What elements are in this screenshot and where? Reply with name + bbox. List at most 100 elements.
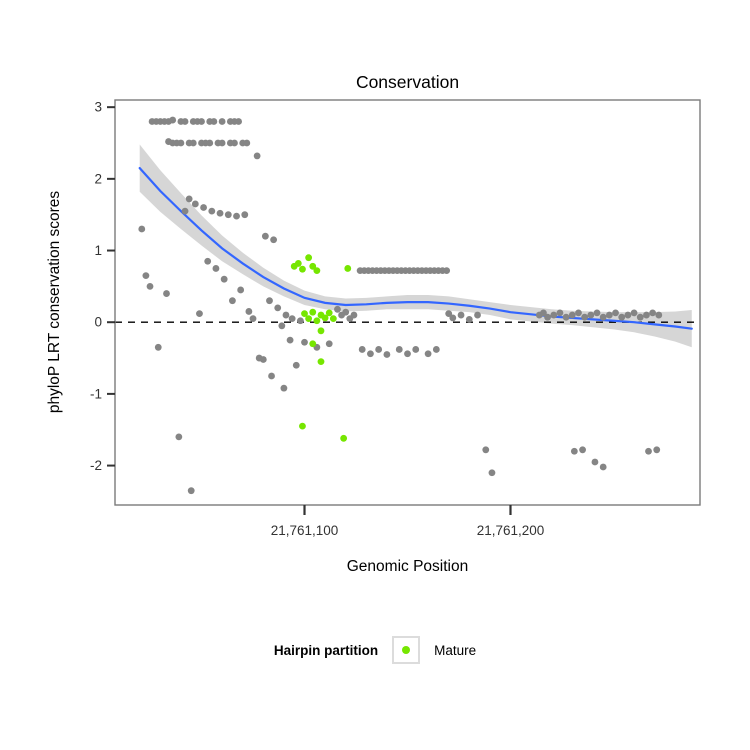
data-point-flank xyxy=(556,309,564,317)
data-point-flank xyxy=(350,311,358,319)
data-point-flank xyxy=(488,469,496,477)
data-point-flank xyxy=(593,309,601,317)
data-point-flank xyxy=(605,311,613,319)
confidence-band xyxy=(139,144,692,348)
legend-title: Hairpin partition xyxy=(273,642,379,658)
data-point-flank xyxy=(443,267,451,275)
x-tick-label: 21,761,100 xyxy=(271,523,339,538)
data-point-flank xyxy=(575,309,582,317)
data-point-flank xyxy=(465,315,473,323)
data-point-flank xyxy=(395,346,403,353)
data-point-flank xyxy=(636,313,644,321)
data-point-flank xyxy=(169,116,177,124)
data-point-flank xyxy=(288,315,296,323)
data-point-flank xyxy=(266,297,273,305)
data-point-mature xyxy=(317,327,325,335)
data-point-flank xyxy=(233,212,240,220)
data-point-flank xyxy=(457,311,465,319)
data-point-flank xyxy=(579,446,586,454)
x-tick-label: 21,761,200 xyxy=(477,523,545,538)
data-point-flank xyxy=(229,297,236,305)
legend-key xyxy=(392,636,421,664)
data-point-flank xyxy=(163,290,170,297)
data-point-mature xyxy=(301,310,308,318)
mature-point-icon xyxy=(402,646,411,654)
data-point-flank xyxy=(449,314,457,322)
data-point-flank xyxy=(259,356,267,363)
data-point-flank xyxy=(562,313,570,321)
data-point-flank xyxy=(645,447,652,455)
data-point-flank xyxy=(591,458,599,466)
legend-item-label: Mature xyxy=(434,642,477,658)
data-point-flank xyxy=(253,152,261,160)
data-point-flank xyxy=(296,317,304,325)
data-point-flank xyxy=(474,311,481,319)
data-point-flank xyxy=(587,311,595,319)
data-point-mature xyxy=(344,265,352,272)
data-point-flank xyxy=(612,309,619,317)
data-point-mature xyxy=(313,317,321,325)
data-point-flank xyxy=(618,313,626,321)
data-point-mature xyxy=(309,340,317,348)
data-point-flank xyxy=(375,346,383,353)
data-point-flank xyxy=(270,236,278,244)
data-point-mature xyxy=(325,309,333,317)
data-point-mature xyxy=(340,434,348,442)
data-point-flank xyxy=(220,275,228,283)
data-point-flank xyxy=(261,232,269,240)
data-point-flank xyxy=(154,343,162,351)
data-point-flank xyxy=(599,463,607,471)
data-point-flank xyxy=(231,139,238,147)
data-point-flank xyxy=(142,272,150,280)
data-point-flank xyxy=(655,311,663,319)
data-point-flank xyxy=(544,313,551,321)
data-point-flank xyxy=(540,309,547,317)
data-point-flank xyxy=(198,118,205,125)
y-tick-label: -1 xyxy=(90,386,102,401)
data-point-flank xyxy=(138,225,146,233)
y-tick-label: 0 xyxy=(94,315,102,330)
data-point-mature xyxy=(329,315,337,323)
data-point-flank xyxy=(282,311,290,319)
y-tick-label: 2 xyxy=(94,171,102,186)
data-point-flank xyxy=(268,372,275,380)
data-point-flank xyxy=(274,304,282,312)
data-point-flank xyxy=(181,207,189,215)
data-point-flank xyxy=(342,308,350,316)
data-point-mature xyxy=(309,262,317,270)
data-point-flank xyxy=(191,200,199,208)
data-point-flank xyxy=(599,313,607,321)
data-point-flank xyxy=(482,446,490,454)
data-point-mature xyxy=(317,358,325,366)
data-point-flank xyxy=(445,310,453,318)
data-point-flank xyxy=(235,118,242,125)
data-point-flank xyxy=(643,311,650,319)
data-point-flank xyxy=(249,315,257,323)
data-point-flank xyxy=(218,118,226,125)
plot-title: Conservation xyxy=(355,72,460,92)
data-point-flank xyxy=(630,309,638,317)
panel-border xyxy=(114,99,701,506)
data-point-flank xyxy=(286,336,294,344)
data-point-mature xyxy=(309,308,317,316)
data-point-mature xyxy=(299,422,306,430)
data-point-flank xyxy=(432,346,440,353)
data-point-flank xyxy=(208,207,216,215)
data-point-flank xyxy=(224,211,232,219)
y-tick-label: -2 xyxy=(90,458,102,473)
data-point-mature xyxy=(305,254,313,262)
y-tick-label: 3 xyxy=(94,100,102,115)
data-point-flank xyxy=(237,286,245,294)
data-point-mature xyxy=(305,315,313,323)
data-point-flank xyxy=(243,139,251,147)
data-point-mature xyxy=(321,314,329,322)
data-point-flank xyxy=(245,308,253,315)
data-point-mature xyxy=(294,260,302,267)
legend: Hairpin partition Mature xyxy=(0,636,750,664)
data-point-flank xyxy=(292,361,300,369)
y-tick-label: 1 xyxy=(94,243,102,258)
data-point-flank xyxy=(301,338,308,346)
data-point-mature xyxy=(299,265,306,273)
